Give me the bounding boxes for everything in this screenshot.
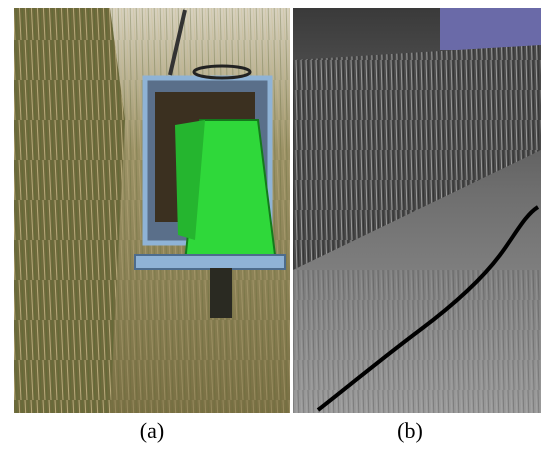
wheel — [210, 268, 232, 318]
cut-grass-texture — [293, 270, 541, 413]
background-building — [440, 8, 541, 50]
photo-a — [14, 8, 290, 413]
caption-a: (a) — [140, 418, 164, 443]
photo-b — [293, 8, 541, 413]
tall-grass-texture — [14, 8, 125, 413]
figure: (a) (b) — [0, 0, 543, 448]
caption-b: (b) — [397, 418, 423, 443]
machine-base — [135, 255, 285, 269]
